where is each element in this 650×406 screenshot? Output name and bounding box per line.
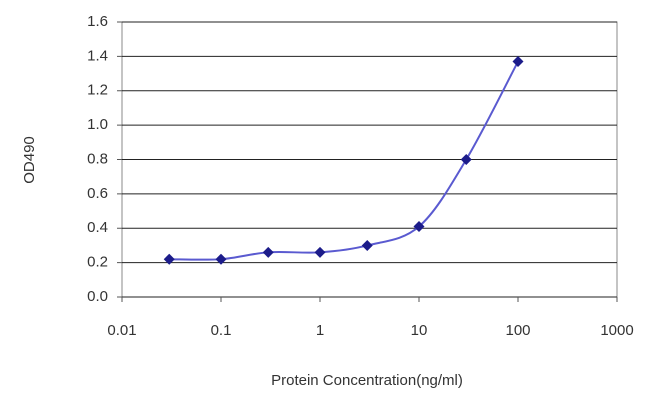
data-point — [262, 246, 274, 258]
y-axis-label: OD490 — [21, 136, 38, 184]
data-point — [361, 239, 373, 251]
y-tick-label: 1.2 — [87, 82, 108, 99]
x-tick-label: 0.01 — [107, 322, 136, 339]
x-tick-label: 0.1 — [211, 322, 232, 339]
y-tick-label: 0.2 — [87, 254, 108, 271]
data-point — [460, 154, 472, 165]
data-point — [215, 253, 227, 265]
data-point — [163, 253, 175, 265]
x-tick-label: 10 — [411, 322, 428, 339]
data-point — [512, 56, 524, 68]
data-point — [413, 221, 425, 233]
data-point — [314, 246, 326, 258]
y-tick-label: 1.4 — [87, 47, 108, 64]
y-tick-label: 0.4 — [87, 219, 108, 236]
y-tick-label: 1.6 — [87, 13, 108, 30]
x-tick-label: 1000 — [600, 322, 633, 339]
x-axis-label: Protein Concentration(ng/ml) — [271, 372, 463, 389]
x-tick-label: 1 — [316, 322, 324, 339]
y-tick-label: 0.8 — [87, 150, 108, 167]
x-tick-label: 100 — [505, 322, 530, 339]
y-tick-label: 0.0 — [87, 288, 108, 305]
y-tick-label: 1.0 — [87, 116, 108, 133]
y-tick-label: 0.6 — [87, 185, 108, 202]
